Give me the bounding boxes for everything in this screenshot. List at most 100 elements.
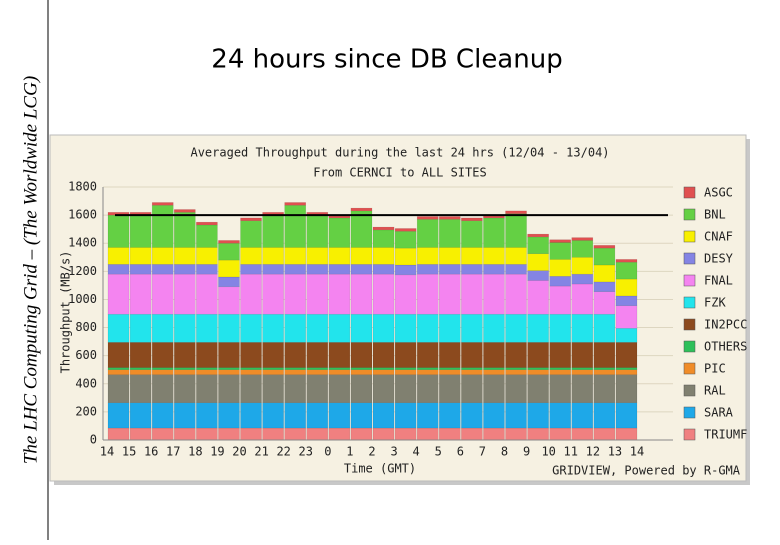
bar-segment: [350, 374, 373, 404]
bar-segment: [439, 219, 461, 248]
bar-segment: [240, 247, 262, 265]
bar-segment: [439, 369, 461, 375]
bar-segment: [129, 273, 152, 315]
bar-segment: [328, 427, 351, 441]
bar-segment: [505, 313, 527, 343]
bar-segment: [350, 402, 373, 429]
bar-segment: [129, 402, 152, 429]
x-tick-label: 22: [276, 445, 290, 459]
bar-segment: [593, 245, 616, 249]
bar-segment: [240, 264, 262, 275]
bar-segment: [107, 264, 130, 275]
bar-segment: [284, 374, 306, 404]
bar-segment: [174, 247, 196, 265]
bar-segment: [372, 427, 395, 441]
bar-segment: [306, 374, 329, 404]
bar-segment: [350, 264, 373, 275]
bar-segment: [196, 402, 218, 429]
bar-segment: [416, 247, 439, 265]
bar-segment: [615, 295, 638, 307]
bar-segment: [527, 374, 549, 404]
bar-segment: [549, 402, 572, 429]
bar-segment: [461, 273, 483, 315]
bar-segment: [615, 278, 638, 297]
bar-segment: [571, 240, 594, 258]
bar-segment: [306, 214, 329, 248]
bar-segment: [615, 374, 638, 404]
x-tick-label: 7: [479, 445, 486, 459]
x-tick-label: 9: [523, 445, 530, 459]
bar-segment: [416, 427, 439, 441]
bar-segment: [284, 402, 306, 429]
bar-segment: [328, 342, 351, 368]
bar-segment: [328, 264, 351, 275]
bar-segment: [306, 369, 329, 375]
bar-segment: [372, 273, 395, 315]
bar-segment: [240, 220, 262, 248]
bar-segment: [439, 216, 461, 220]
bar-segment: [218, 427, 240, 441]
legend-label: RAL: [704, 384, 726, 398]
legend-label: TRIUMF: [704, 428, 747, 442]
bar-segment: [218, 240, 240, 244]
bar-segment: [394, 342, 417, 368]
footer: GRIDVIEW, Powered by R-GMA: [552, 464, 741, 478]
legend-swatch: [683, 230, 696, 243]
bar-segment: [262, 369, 284, 375]
bar-segment: [394, 367, 417, 370]
bar-segment: [107, 402, 130, 429]
bar-segment: [549, 342, 572, 368]
bar-segment: [527, 233, 549, 238]
bar-segment: [129, 369, 152, 375]
legend-swatch: [683, 428, 696, 441]
bar-segment: [461, 369, 483, 375]
bar-segment: [461, 220, 483, 248]
bar-segment: [151, 247, 174, 265]
bar-segment: [328, 367, 351, 370]
legend-label: BNL: [704, 208, 726, 222]
bar-segment: [240, 369, 262, 375]
bar-segment: [372, 367, 395, 370]
legend-label: FNAL: [704, 274, 733, 288]
bar-segment: [416, 369, 439, 375]
bar-segment: [328, 369, 351, 375]
bar-segment: [372, 226, 395, 231]
bar-segment: [151, 369, 174, 375]
y-tick-label: 800: [75, 320, 97, 334]
bar-segment: [571, 369, 594, 375]
bar-segment: [439, 367, 461, 370]
x-tick-label: 16: [144, 445, 158, 459]
bar-segment: [129, 342, 152, 368]
bar-segment: [151, 374, 174, 404]
bar-segment: [505, 367, 527, 370]
bar-segment: [593, 374, 616, 404]
bar-segment: [483, 374, 505, 404]
x-tick-label: 15: [122, 445, 136, 459]
bar-segment: [549, 369, 572, 375]
y-axis-label: Throughput (MB/s): [59, 251, 73, 374]
legend-label: CNAF: [704, 230, 733, 244]
bar-segment: [240, 427, 262, 441]
bar-segment: [549, 313, 572, 343]
legend-swatch: [683, 362, 696, 375]
bar-segment: [549, 239, 572, 243]
bar-segment: [505, 264, 527, 275]
bar-segment: [615, 305, 638, 329]
bar-segment: [416, 264, 439, 275]
x-tick-label: 4: [413, 445, 420, 459]
bar-segment: [151, 205, 174, 248]
bar-segment: [196, 221, 218, 226]
bar-segment: [416, 342, 439, 368]
bar-segment: [328, 402, 351, 429]
bar-segment: [328, 313, 351, 343]
x-tick-label: 5: [435, 445, 442, 459]
bar-segment: [593, 264, 616, 283]
x-tick-label: 19: [210, 445, 224, 459]
bar-segment: [416, 216, 439, 220]
bar-segment: [505, 374, 527, 404]
bar-segment: [527, 427, 549, 441]
x-tick-label: 18: [188, 445, 202, 459]
bar-segment: [527, 369, 549, 375]
x-axis-label: Time (GMT): [344, 462, 416, 476]
bar-segment: [262, 367, 284, 370]
